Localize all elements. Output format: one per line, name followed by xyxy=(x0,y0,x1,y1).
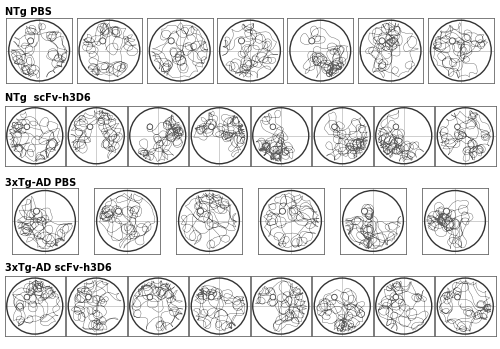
Circle shape xyxy=(332,294,337,300)
Text: NTg  scFv-h3D6: NTg scFv-h3D6 xyxy=(6,92,91,103)
Circle shape xyxy=(332,124,337,129)
Circle shape xyxy=(379,38,385,44)
Circle shape xyxy=(86,294,91,300)
Circle shape xyxy=(34,208,40,214)
Circle shape xyxy=(208,124,214,129)
Circle shape xyxy=(100,38,106,44)
Circle shape xyxy=(116,208,121,214)
Circle shape xyxy=(454,124,460,129)
Circle shape xyxy=(308,38,315,44)
Circle shape xyxy=(208,294,214,300)
Circle shape xyxy=(270,124,276,129)
Circle shape xyxy=(362,208,368,214)
Circle shape xyxy=(450,38,456,44)
Circle shape xyxy=(168,38,174,44)
Circle shape xyxy=(393,294,398,300)
Circle shape xyxy=(147,294,152,300)
Circle shape xyxy=(238,38,244,44)
Circle shape xyxy=(88,124,93,129)
Circle shape xyxy=(454,294,460,300)
Text: NTg PBS: NTg PBS xyxy=(6,7,52,17)
Circle shape xyxy=(280,208,285,214)
Text: 3xTg-AD PBS: 3xTg-AD PBS xyxy=(6,178,76,188)
Circle shape xyxy=(393,124,398,129)
Circle shape xyxy=(28,38,34,44)
Circle shape xyxy=(444,208,450,214)
Text: 3xTg-AD scFv-h3D6: 3xTg-AD scFv-h3D6 xyxy=(6,263,112,273)
Circle shape xyxy=(24,124,30,129)
Circle shape xyxy=(270,294,276,300)
Circle shape xyxy=(24,294,30,300)
Circle shape xyxy=(147,124,152,129)
Circle shape xyxy=(198,208,203,214)
